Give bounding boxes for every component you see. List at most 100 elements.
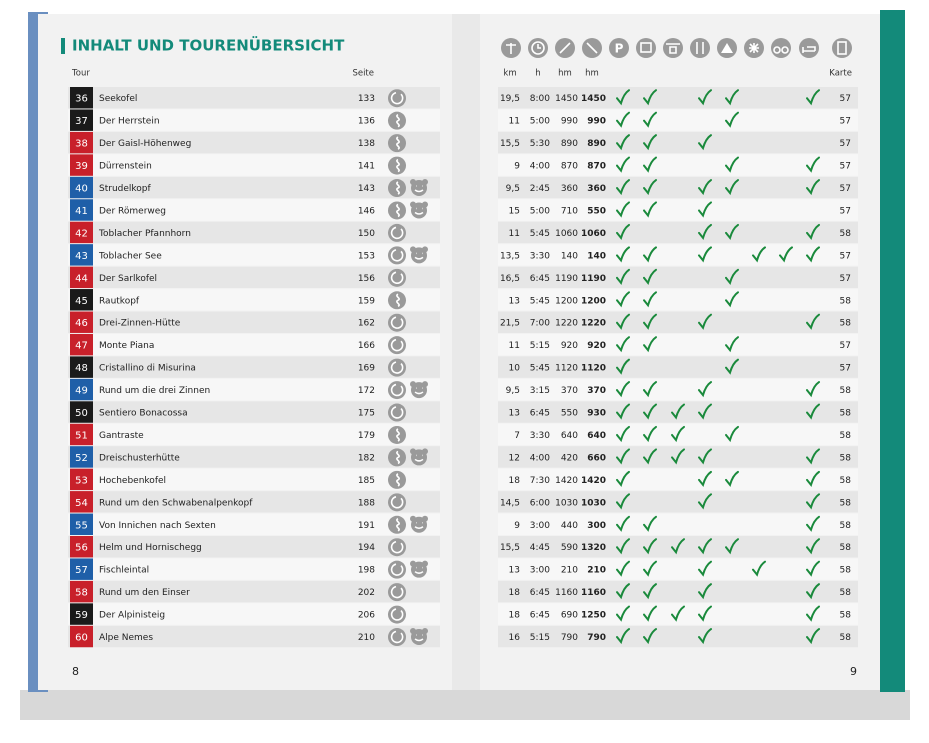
duration: 6:00 — [530, 498, 550, 508]
row-bg — [498, 221, 858, 244]
check — [806, 313, 820, 330]
km: 9,5 — [506, 184, 520, 194]
tour-page: 162 — [358, 319, 375, 329]
check — [643, 179, 657, 196]
altitude: 1320 — [581, 543, 606, 553]
row-bg — [498, 266, 858, 289]
map-number: 57 — [840, 251, 851, 261]
check — [698, 201, 712, 218]
altitude: 660 — [587, 453, 606, 463]
km: 13 — [509, 566, 520, 576]
duration: 3:30 — [530, 251, 550, 261]
check — [725, 89, 739, 106]
duration: 2:45 — [530, 184, 550, 194]
tour-page: 194 — [358, 543, 375, 553]
ascent: 1060 — [555, 229, 578, 239]
tour-number-box — [70, 356, 93, 378]
tour-number-box — [70, 199, 93, 221]
route-icon — [388, 403, 406, 422]
tour-page: 136 — [358, 117, 375, 127]
tour-page: 153 — [358, 251, 375, 261]
duration: 5:00 — [530, 117, 550, 127]
tour-name: Rund um die drei Zinnen — [99, 386, 210, 396]
tour-name: Strudelkopf — [99, 184, 152, 194]
check — [616, 246, 630, 263]
kids-face — [414, 185, 424, 193]
tour-page: 202 — [358, 588, 375, 598]
squiggle-glyph — [396, 181, 400, 195]
kids-icon — [411, 382, 427, 399]
tour-number-box — [70, 423, 93, 446]
squiggle-glyph — [396, 428, 400, 442]
km: 9,5 — [506, 386, 520, 396]
altitude: 1420 — [581, 476, 606, 486]
tour-name: Fischleintal — [99, 566, 149, 576]
altitude: 210 — [587, 566, 606, 576]
check — [643, 381, 657, 398]
map-number: 58 — [840, 453, 852, 463]
altitude: 990 — [587, 117, 606, 127]
tour-name: Gantraste — [99, 431, 144, 441]
check — [616, 291, 630, 308]
check — [616, 425, 630, 443]
tour-name: Hochebenkofel — [99, 476, 166, 486]
altitude: 870 — [587, 162, 606, 172]
altitude: 640 — [587, 431, 606, 441]
tour-name: Sentiero Bonacossa — [99, 409, 188, 419]
tour-number-box — [70, 491, 93, 513]
check — [698, 223, 712, 241]
tour-name: Von Innichen nach Sexten — [99, 521, 216, 531]
row-bg — [498, 513, 858, 535]
tour-number-box — [70, 131, 93, 154]
check — [643, 403, 657, 420]
check — [643, 89, 657, 106]
tour-name: Der Herrstein — [99, 117, 160, 127]
check — [725, 111, 739, 128]
duration: 5:15 — [530, 341, 550, 351]
ascent: 1220 — [555, 319, 578, 329]
check — [725, 336, 739, 353]
check — [616, 403, 630, 420]
h-header: h — [535, 69, 540, 79]
ascent: 640 — [561, 431, 578, 441]
map-number: 58 — [840, 633, 852, 643]
tour-number: 40 — [75, 184, 88, 195]
tour-number: 51 — [75, 430, 88, 441]
row-bg — [68, 109, 440, 131]
check — [698, 493, 712, 510]
check — [752, 246, 766, 263]
squiggle-glyph — [396, 518, 400, 532]
route-icon — [388, 628, 406, 647]
page-number-left: 8 — [72, 665, 79, 678]
ascent: 360 — [561, 184, 578, 194]
duration: 5:45 — [530, 364, 550, 374]
loop-glyph — [390, 608, 404, 621]
loop-glyph — [390, 585, 404, 599]
duration: 6:45 — [530, 274, 550, 284]
altitude: 1120 — [581, 364, 606, 374]
km: 16 — [509, 633, 521, 643]
duration: 3:30 — [530, 431, 550, 441]
tour-page: 169 — [358, 364, 375, 374]
tour-page: 188 — [358, 498, 375, 508]
kids-face — [414, 454, 424, 462]
ascent: 990 — [561, 117, 578, 127]
duration: 7:00 — [530, 319, 550, 329]
check — [616, 538, 630, 555]
km: 19,5 — [500, 94, 520, 104]
duration: 5:30 — [530, 139, 550, 149]
tour-page: 156 — [358, 274, 375, 284]
ascent: 1030 — [555, 498, 578, 508]
gutter — [452, 14, 480, 690]
check — [698, 179, 712, 196]
tour-number-box — [70, 289, 93, 311]
tour-number-box — [70, 221, 93, 244]
loop-glyph — [390, 383, 404, 397]
check — [698, 583, 712, 600]
altitude: 930 — [587, 409, 606, 419]
ascent: 1120 — [555, 364, 578, 374]
loop-glyph — [390, 496, 404, 509]
tour-page: 179 — [358, 431, 375, 441]
map-number: 57 — [840, 162, 851, 172]
bike-wheel — [781, 46, 789, 54]
